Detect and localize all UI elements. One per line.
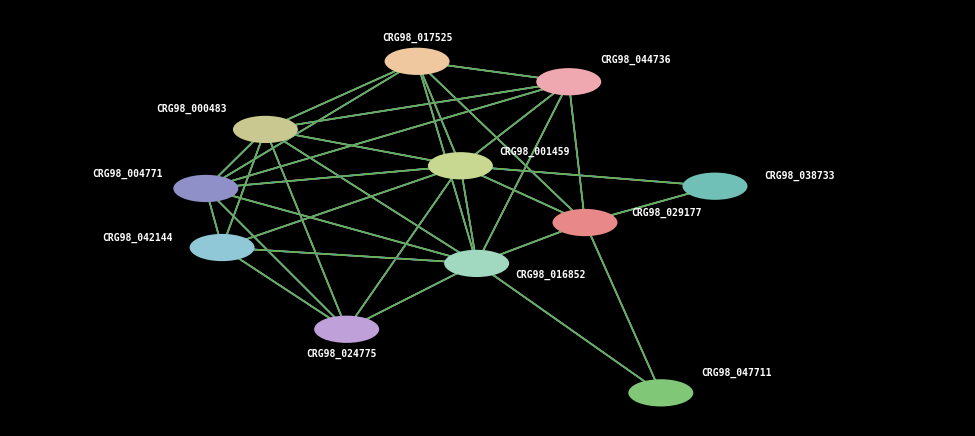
Circle shape (445, 250, 509, 277)
Circle shape (174, 175, 238, 202)
Text: CRG98_038733: CRG98_038733 (764, 171, 835, 181)
Circle shape (189, 234, 254, 261)
Circle shape (314, 316, 379, 343)
Text: CRG98_024775: CRG98_024775 (306, 349, 376, 359)
Text: CRG98_047711: CRG98_047711 (701, 367, 772, 378)
Text: CRG98_001459: CRG98_001459 (499, 147, 569, 157)
Circle shape (628, 379, 693, 406)
Circle shape (428, 152, 493, 179)
Circle shape (536, 68, 602, 95)
Text: CRG98_000483: CRG98_000483 (157, 104, 227, 114)
Circle shape (682, 173, 748, 200)
Circle shape (553, 209, 617, 236)
Text: CRG98_044736: CRG98_044736 (601, 55, 671, 65)
Text: CRG98_029177: CRG98_029177 (631, 208, 701, 218)
Circle shape (233, 116, 298, 143)
Text: CRG98_016852: CRG98_016852 (515, 269, 586, 280)
Text: CRG98_017525: CRG98_017525 (382, 33, 452, 43)
Circle shape (384, 48, 449, 75)
Text: CRG98_042144: CRG98_042144 (102, 232, 173, 243)
Text: CRG98_004771: CRG98_004771 (93, 169, 163, 179)
